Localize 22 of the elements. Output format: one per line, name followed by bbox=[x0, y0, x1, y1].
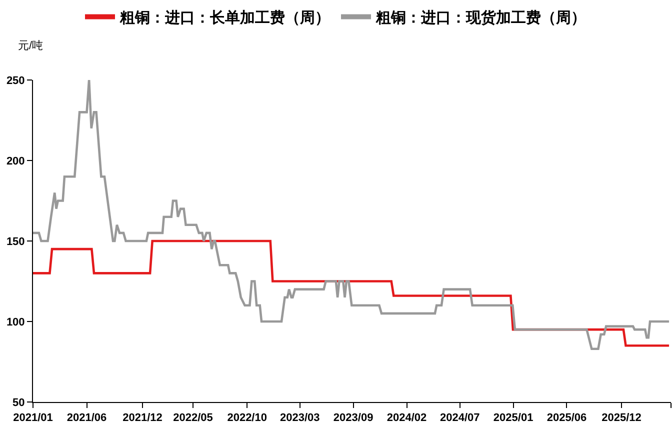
x-tick-label: 2021/12 bbox=[122, 412, 162, 423]
y-tick-label: 150 bbox=[6, 236, 25, 248]
x-tick-label: 2025/01 bbox=[493, 412, 534, 423]
x-tick-label: 2021/01 bbox=[13, 412, 53, 423]
x-tick-label: 2022/10 bbox=[227, 412, 267, 423]
line-series bbox=[33, 80, 670, 350]
line-series bbox=[33, 240, 670, 347]
legend-label: 粗铜：进口：长单加工费（周） bbox=[119, 10, 330, 27]
x-tick-label: 2022/05 bbox=[173, 412, 213, 423]
y-tick-label: 50 bbox=[12, 396, 25, 409]
x-tick-label: 2025/06 bbox=[546, 412, 587, 423]
x-tick-label: 2025/12 bbox=[602, 412, 642, 423]
y-tick-label: 100 bbox=[6, 316, 25, 328]
x-tick-label: 2024/07 bbox=[440, 412, 480, 423]
y-axis-title: 元/吨 bbox=[18, 39, 44, 52]
y-tick-label: 250 bbox=[6, 74, 25, 87]
legend-label: 粗铜：进口：现货加工费（周） bbox=[375, 10, 586, 27]
x-tick-label: 2023/09 bbox=[333, 412, 374, 423]
x-tick-label: 2023/03 bbox=[280, 412, 320, 423]
x-tick-label: 2021/06 bbox=[66, 412, 107, 423]
x-tick-label: 2024/02 bbox=[386, 412, 427, 423]
y-tick-label: 200 bbox=[6, 155, 25, 168]
